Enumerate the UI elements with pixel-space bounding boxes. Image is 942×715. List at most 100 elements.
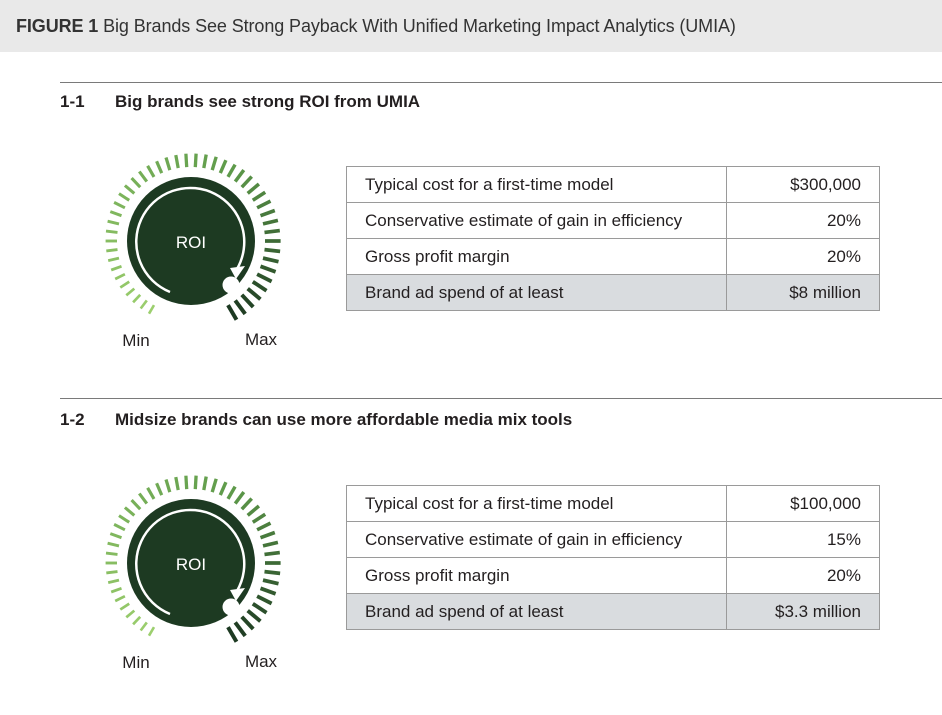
knob-arc — [135, 186, 246, 294]
row-value: 15% — [726, 521, 880, 558]
knob-tick — [114, 594, 126, 603]
knob-min-label: Min — [122, 331, 149, 350]
roi-knob-dial: ROI Min Max — [105, 153, 281, 350]
knob-tick — [251, 190, 267, 202]
knob-tick — [240, 293, 255, 309]
knob-tick — [259, 264, 277, 274]
knob-tick — [130, 499, 142, 511]
figure-title: FIGURE 1 Big Brands See Strong Payback W… — [16, 16, 736, 37]
row-value: 20% — [726, 202, 880, 239]
knob-tick — [210, 478, 218, 493]
knob-tick — [233, 299, 247, 316]
table-row-highlight: Brand ad spend of at least $8 million — [346, 274, 880, 311]
table-row: Typical cost for a first-time model $300… — [346, 166, 880, 203]
knob-tick — [105, 551, 118, 556]
row-value: $3.3 million — [726, 593, 880, 630]
table-row: Gross profit margin 20% — [346, 557, 880, 594]
knob-tick — [164, 479, 172, 493]
row-label: Conservative estimate of gain in efficie… — [346, 202, 727, 239]
knob-center-label: ROI — [176, 555, 206, 574]
knob-tick — [256, 521, 272, 532]
knob-tick — [147, 304, 156, 315]
knob-tick — [233, 169, 246, 183]
knob-body — [127, 499, 255, 627]
row-label: Gross profit margin — [346, 557, 727, 594]
knob-tick — [264, 550, 281, 557]
knob-arrow-icon — [230, 266, 245, 279]
knob-tick — [226, 304, 239, 321]
knob-body — [127, 177, 255, 305]
knob-tick — [210, 156, 218, 171]
knob-tick — [256, 594, 273, 606]
knob-tick — [109, 210, 123, 218]
knob-tick — [106, 248, 118, 253]
knob-tick — [193, 153, 198, 168]
row-value: $300,000 — [726, 166, 880, 203]
knob-tick — [259, 586, 277, 596]
knob-tick — [264, 569, 281, 576]
knob-tick — [114, 272, 126, 281]
knob-tick — [107, 219, 120, 226]
knob-tick — [246, 182, 261, 195]
knob-tick — [251, 512, 267, 524]
row-label: Conservative estimate of gain in efficie… — [346, 521, 727, 558]
knob-tick — [106, 570, 118, 575]
knob-tick — [226, 485, 237, 500]
knob-tick — [164, 157, 172, 171]
knob-tick — [251, 280, 268, 293]
knob-tick — [233, 491, 246, 505]
knob-indicator-dot — [222, 276, 240, 294]
table-row: Conservative estimate of gain in efficie… — [346, 521, 880, 558]
knob-tick — [251, 602, 268, 615]
knob-tick — [138, 492, 149, 505]
knob-tick — [218, 481, 228, 496]
knob-tick — [119, 280, 130, 289]
knob-tick — [256, 272, 273, 284]
knob-tick — [105, 229, 118, 234]
row-label: Brand ad spend of at least — [346, 593, 727, 630]
knob-tick — [113, 523, 126, 532]
knob-tick — [259, 208, 276, 218]
table-row-highlight: Brand ad spend of at least $3.3 million — [346, 593, 880, 630]
knob-tick — [202, 154, 208, 169]
knob-tick — [155, 160, 164, 174]
section-title: Midsize brands can use more affordable m… — [115, 410, 573, 429]
section-divider — [60, 398, 942, 399]
roi-stats-table: Typical cost for a first-time model $300… — [346, 166, 880, 311]
knob-tick — [233, 621, 247, 638]
knob-tick — [109, 532, 123, 540]
knob-tick — [147, 626, 156, 637]
knob-tick — [184, 475, 189, 490]
knob-tick — [218, 159, 228, 174]
knob-tick — [226, 626, 239, 643]
row-label: Gross profit margin — [346, 238, 727, 275]
knob-tick — [184, 153, 189, 168]
knob-tick — [246, 504, 261, 517]
section-number: 1-2 — [60, 410, 85, 429]
knob-ticks — [105, 475, 281, 643]
section-number: 1-1 — [60, 92, 85, 111]
table-row: Conservative estimate of gain in efficie… — [346, 202, 880, 239]
knob-tick — [262, 218, 279, 226]
knob-center-label: ROI — [176, 233, 206, 252]
knob-tick — [139, 621, 148, 632]
knob-max-label: Max — [245, 330, 278, 349]
knob-tick — [123, 506, 136, 517]
knob-indicator-dot — [222, 598, 240, 616]
knob-tick — [240, 175, 253, 189]
knob-tick — [155, 482, 164, 496]
table-row: Gross profit margin 20% — [346, 238, 880, 275]
knob-tick — [118, 192, 131, 202]
knob-tick — [240, 497, 253, 511]
knob-min-label: Min — [122, 653, 149, 672]
figure-label: FIGURE 1 — [16, 16, 99, 36]
knob-tick — [256, 199, 272, 210]
knob-tick — [119, 602, 130, 611]
knob-tick — [174, 154, 180, 169]
knob-tick — [262, 578, 279, 586]
knob-tick — [132, 615, 142, 626]
roi-stats-table: Typical cost for a first-time model $100… — [346, 485, 880, 630]
knob-tick — [139, 299, 148, 310]
knob-tick — [264, 228, 281, 235]
knob-tick — [123, 184, 136, 195]
